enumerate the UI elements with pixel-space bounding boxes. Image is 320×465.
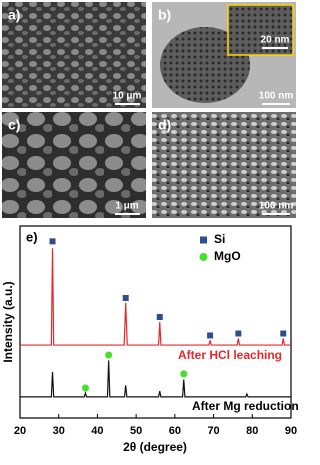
scale-label: 10 μm xyxy=(113,91,142,102)
series-label: After Mg reduction xyxy=(192,399,298,413)
marker xyxy=(280,330,287,337)
scale-label: 100 nm xyxy=(259,91,294,102)
marker xyxy=(49,238,56,245)
legend-symbol xyxy=(199,253,208,261)
panel-label: b) xyxy=(158,7,171,23)
marker xyxy=(207,332,214,339)
marker xyxy=(81,384,89,392)
panel-label: e) xyxy=(26,229,38,244)
x-tick-label: 40 xyxy=(91,425,103,437)
panel-label: d) xyxy=(158,117,171,133)
scale-label: 100 nm xyxy=(259,201,294,212)
legend-label: MgO xyxy=(214,249,241,263)
x-tick-label: 90 xyxy=(285,425,297,437)
marker xyxy=(105,351,113,359)
y-axis-label: Intensity (a.u.) xyxy=(1,281,15,362)
figure: a) b) c) d) 10 μm 100 nm 20 nm 1 μm 100 … xyxy=(1,2,299,454)
x-tick-label: 30 xyxy=(53,425,65,437)
micrograph xyxy=(2,2,146,108)
inset xyxy=(227,4,294,56)
plot-frame xyxy=(19,225,292,419)
marker xyxy=(235,330,242,337)
scale-label: 20 nm xyxy=(261,35,290,46)
micrograph xyxy=(152,112,296,218)
x-tick-label: 70 xyxy=(207,425,219,437)
marker xyxy=(122,295,129,301)
scale-label: 1 μm xyxy=(115,201,138,212)
series-line xyxy=(20,360,291,398)
x-tick-label: 20 xyxy=(14,425,26,437)
micrograph xyxy=(2,112,146,218)
panel-label: c) xyxy=(8,117,20,133)
marker xyxy=(156,314,163,321)
panel-label: a) xyxy=(8,7,20,23)
x-tick-label: 80 xyxy=(246,425,258,437)
marker xyxy=(180,370,188,378)
x-axis-label: 2θ (degree) xyxy=(123,440,187,454)
x-tick-label: 50 xyxy=(130,425,142,437)
series-line xyxy=(20,248,291,346)
x-tick-label: 60 xyxy=(169,425,181,437)
series-label: After HCl leaching xyxy=(178,348,282,362)
legend-label: Si xyxy=(214,232,225,246)
legend-symbol xyxy=(200,236,207,244)
